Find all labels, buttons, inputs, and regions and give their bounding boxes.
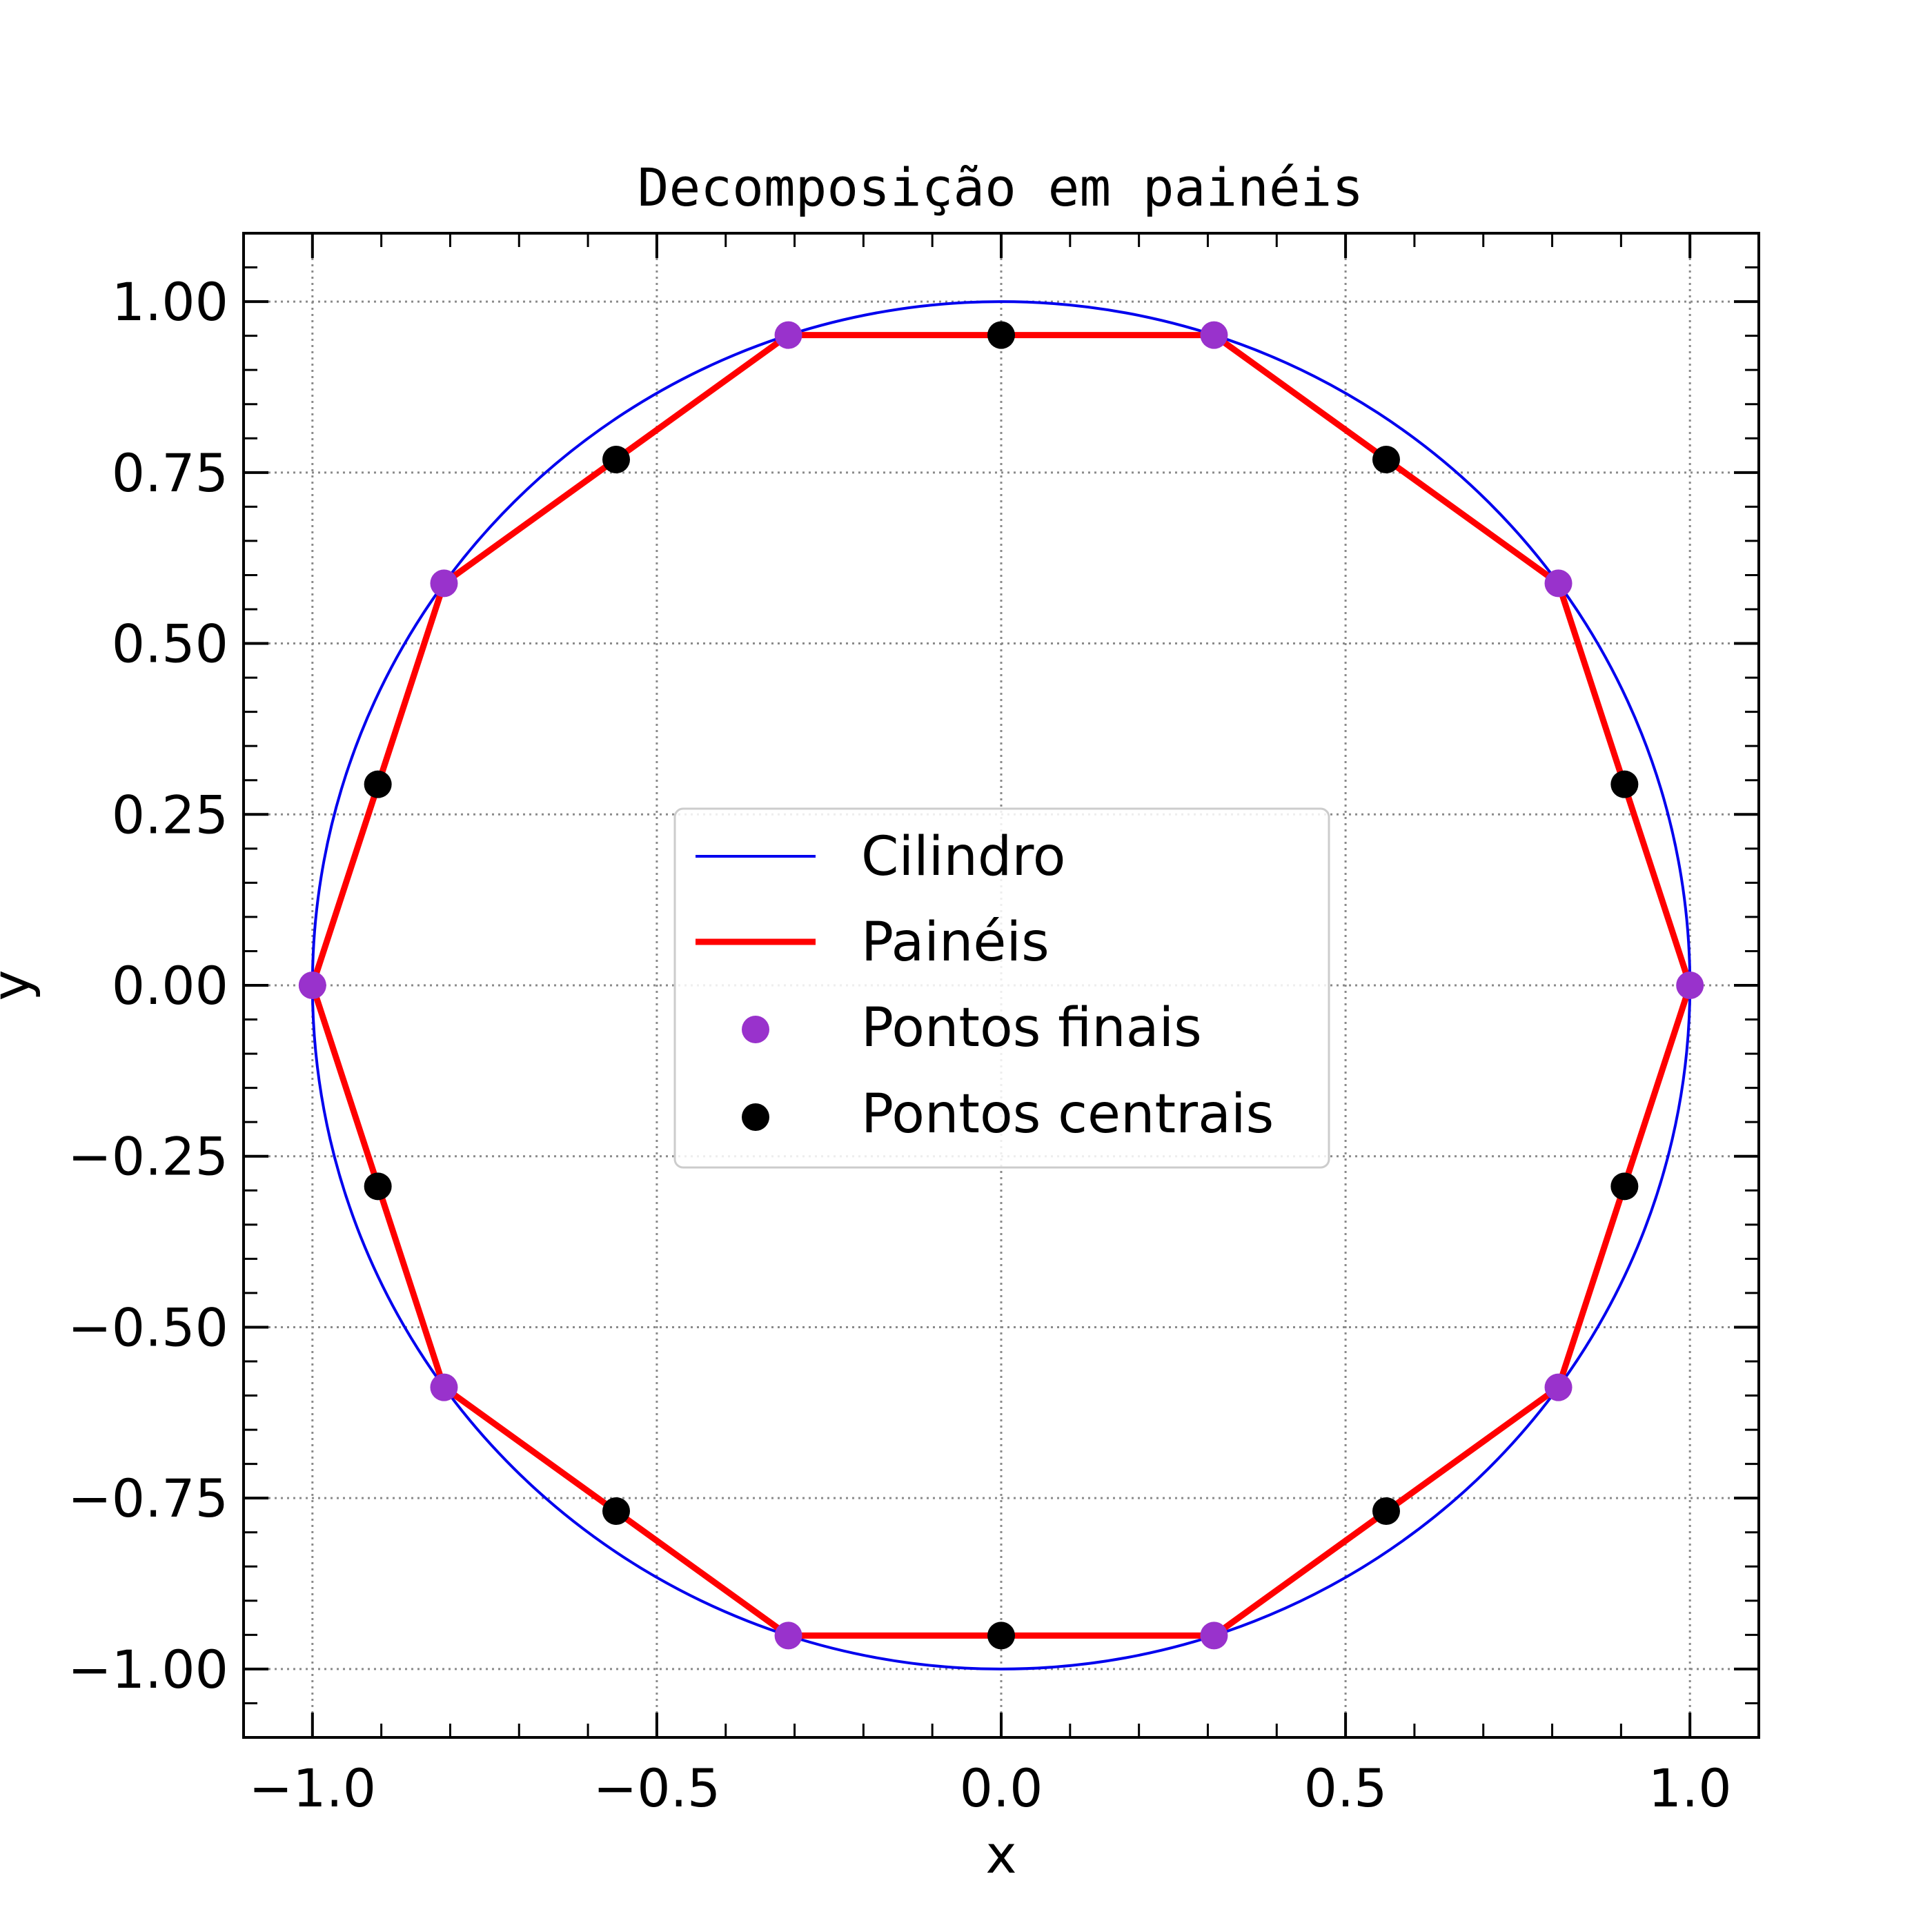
pontos-finais-point (774, 1621, 802, 1650)
chart-title: Decomposição em painéis (638, 157, 1363, 218)
pontos-centrais-point (987, 1621, 1015, 1650)
pontos-centrais-point (1610, 1172, 1639, 1201)
legend: Cilindro Painéis Pontos finais Pontos ce… (673, 807, 1330, 1169)
y-axis-label: y (0, 970, 41, 1001)
pontos-finais-point (1200, 321, 1228, 349)
legend-marker-pontos-centrais (742, 1103, 769, 1131)
x-tick-label: 0.5 (1304, 1757, 1388, 1819)
x-axis-label: x (986, 1824, 1017, 1885)
pontos-centrais-point (1372, 1497, 1400, 1526)
pontos-finais-point (1544, 1373, 1573, 1401)
y-tick-label: 1.00 (112, 271, 228, 333)
y-tick-label: −1.00 (68, 1639, 228, 1700)
pontos-finais-point (1676, 972, 1704, 999)
pontos-centrais-point (602, 445, 631, 473)
pontos-centrais-point (364, 770, 392, 798)
pontos-centrais-point (364, 1172, 392, 1201)
legend-label-cilindro: Cilindro (861, 826, 1066, 888)
pontos-centrais-point (987, 321, 1015, 349)
legend-label-pontos-centrais: Pontos centrais (861, 1083, 1274, 1145)
y-tick-label: −0.50 (68, 1297, 228, 1358)
pontos-finais-point (774, 321, 802, 349)
x-tick-label: −1.0 (249, 1757, 377, 1819)
pontos-centrais-point (1610, 770, 1639, 798)
y-tick-label: 0.00 (112, 955, 228, 1016)
y-tick-label: 0.50 (112, 613, 228, 675)
y-tick-label: 0.25 (112, 784, 228, 845)
legend-frame (673, 807, 1330, 1169)
x-tick-label: 1.0 (1648, 1757, 1732, 1819)
pontos-finais-point (430, 1373, 458, 1401)
legend-marker-pontos-finais (742, 1016, 769, 1043)
plot-frame (242, 232, 1760, 1739)
x-tick-label: −0.5 (593, 1757, 721, 1819)
plot-series (298, 300, 1704, 1670)
y-tick-label: −0.75 (68, 1468, 228, 1529)
pontos-centrais-point (1372, 445, 1400, 473)
pontos-finais-point (1544, 569, 1573, 598)
pontos-centrais-point (602, 1497, 631, 1526)
axis-ticks: −1.0 −0.5 0.0 0.5 1.0 −1.00 −0.75 −0.50 −0.25 0.0… (68, 232, 1759, 1819)
legend-label-pontos-finais: Pontos finais (861, 997, 1202, 1059)
y-tick-label: −0.25 (68, 1126, 228, 1187)
pontos-finais-point (430, 569, 458, 598)
pontos-finais-point (1200, 1621, 1228, 1650)
x-tick-label: 0.0 (960, 1757, 1043, 1819)
pontos-finais-point (298, 972, 326, 999)
y-tick-label: 0.75 (112, 442, 228, 504)
legend-label-paineis: Painéis (861, 911, 1049, 974)
